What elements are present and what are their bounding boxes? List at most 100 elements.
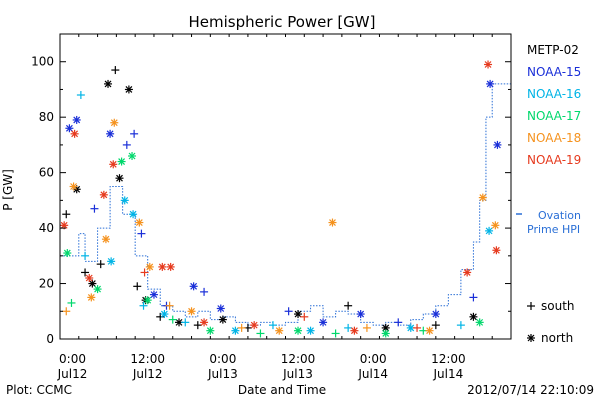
- data-point-north: [120, 196, 129, 205]
- data-point-south: [469, 293, 478, 302]
- data-point-south: [200, 287, 209, 296]
- legend-noaa-18: NOAA-18: [527, 131, 581, 145]
- data-point-south: [130, 129, 139, 138]
- legend: METP-02 NOAA-15 NOAA-16 NOAA-17 NOAA-18 NOAA-…: [527, 43, 581, 345]
- data-point-north: [294, 326, 303, 335]
- data-point-north: [431, 310, 440, 319]
- data-point-north: [135, 218, 144, 227]
- data-point-north: [145, 262, 154, 271]
- legend-north: north: [541, 331, 573, 345]
- data-point-south: [96, 260, 105, 269]
- data-point-south: [133, 282, 142, 291]
- data-point-south: [140, 268, 149, 277]
- data-point-north: [99, 190, 108, 199]
- data-point-north: [231, 326, 240, 335]
- data-point-north: [486, 79, 495, 88]
- x-tick-label-date: Jul14: [357, 367, 388, 381]
- data-point-north: [492, 246, 501, 255]
- data-point-north: [124, 85, 133, 94]
- data-point-south: [237, 323, 246, 332]
- x-axis-label: Date and Time: [238, 383, 326, 397]
- series-noaa-15: [65, 79, 502, 327]
- data-point-north: [70, 129, 79, 138]
- series-noaa-18: [62, 118, 500, 335]
- data-point-south: [300, 312, 309, 321]
- data-point-south: [413, 323, 422, 332]
- data-point-north: [149, 290, 158, 299]
- data-point-north: [117, 157, 126, 166]
- chart-title: Hemispheric Power [GW]: [189, 13, 376, 31]
- data-point-north: [294, 310, 303, 319]
- data-point-north: [306, 326, 315, 335]
- data-point-north: [63, 249, 72, 258]
- ovation-legend-label-1: Ovation: [538, 209, 581, 222]
- data-point-north: [328, 218, 337, 227]
- data-point-north: [101, 235, 110, 244]
- data-point-south: [156, 312, 165, 321]
- data-point-south: [181, 318, 190, 327]
- data-point-south: [62, 210, 71, 219]
- data-point-north: [128, 152, 137, 160]
- x-tick-label-time: 12:00: [431, 352, 466, 366]
- data-point-north: [69, 182, 78, 191]
- data-point-north: [115, 174, 124, 183]
- data-point-north: [110, 118, 119, 127]
- data-point-south: [268, 321, 277, 330]
- data-point-north: [216, 304, 225, 313]
- data-point-north: [469, 312, 478, 321]
- data-point-north: [109, 160, 118, 169]
- data-point-south: [139, 301, 148, 310]
- legend-noaa-15: NOAA-15: [527, 65, 581, 79]
- data-point-south: [111, 66, 120, 75]
- data-point-south: [168, 315, 177, 324]
- data-point-north: [478, 193, 487, 202]
- series-noaa-17: [63, 152, 484, 338]
- legend-noaa-17: NOAA-17: [527, 109, 581, 123]
- legend-noaa-16: NOAA-16: [527, 87, 581, 101]
- data-point-north: [166, 262, 175, 271]
- data-point-north: [85, 274, 94, 282]
- data-point-north: [65, 124, 74, 133]
- data-point-north: [88, 279, 97, 288]
- data-point-south: [62, 307, 71, 316]
- data-point-south: [456, 321, 465, 330]
- x-tick-label-time: 0:00: [59, 352, 86, 366]
- x-tick-label-date: Jul13: [282, 367, 313, 381]
- data-point-north: [107, 257, 116, 266]
- legend-south: south: [541, 299, 575, 313]
- data-point-south: [165, 301, 174, 310]
- data-point-north: [319, 318, 328, 327]
- y-axis-label: P [GW]: [1, 169, 15, 211]
- data-point-north: [425, 326, 434, 335]
- data-point-south: [344, 323, 353, 332]
- data-point-north: [381, 329, 390, 338]
- x-tick-label-date: Jul12: [132, 367, 163, 381]
- y-tick-label: 20: [39, 277, 54, 291]
- data-point-south: [284, 307, 293, 316]
- data-point-south: [256, 329, 265, 338]
- data-point-north: [93, 285, 102, 294]
- data-point-north: [160, 310, 169, 319]
- data-point-north: [129, 210, 138, 219]
- data-point-south: [67, 298, 76, 307]
- legend-south-marker: [527, 302, 535, 310]
- data-point-north: [356, 310, 365, 319]
- y-tick-label: 0: [46, 332, 54, 346]
- legend-noaa-19: NOAA-19: [527, 153, 581, 167]
- x-tick-label-time: 0:00: [209, 352, 236, 366]
- data-point-south: [431, 321, 440, 330]
- data-point-north: [143, 296, 152, 305]
- data-point-north: [350, 326, 359, 335]
- data-point-south: [122, 140, 131, 149]
- series-metp-02: [62, 66, 478, 332]
- data-point-north: [491, 221, 500, 230]
- data-point-south: [394, 318, 403, 327]
- legend-north-marker: [527, 334, 535, 342]
- data-point-north: [485, 226, 494, 235]
- data-point-north: [463, 268, 472, 277]
- data-point-south: [81, 251, 90, 260]
- data-point-south: [81, 268, 90, 277]
- y-tick-label: 40: [39, 221, 54, 235]
- footer-timestamp: 2012/07/14 22:10:09: [467, 383, 594, 397]
